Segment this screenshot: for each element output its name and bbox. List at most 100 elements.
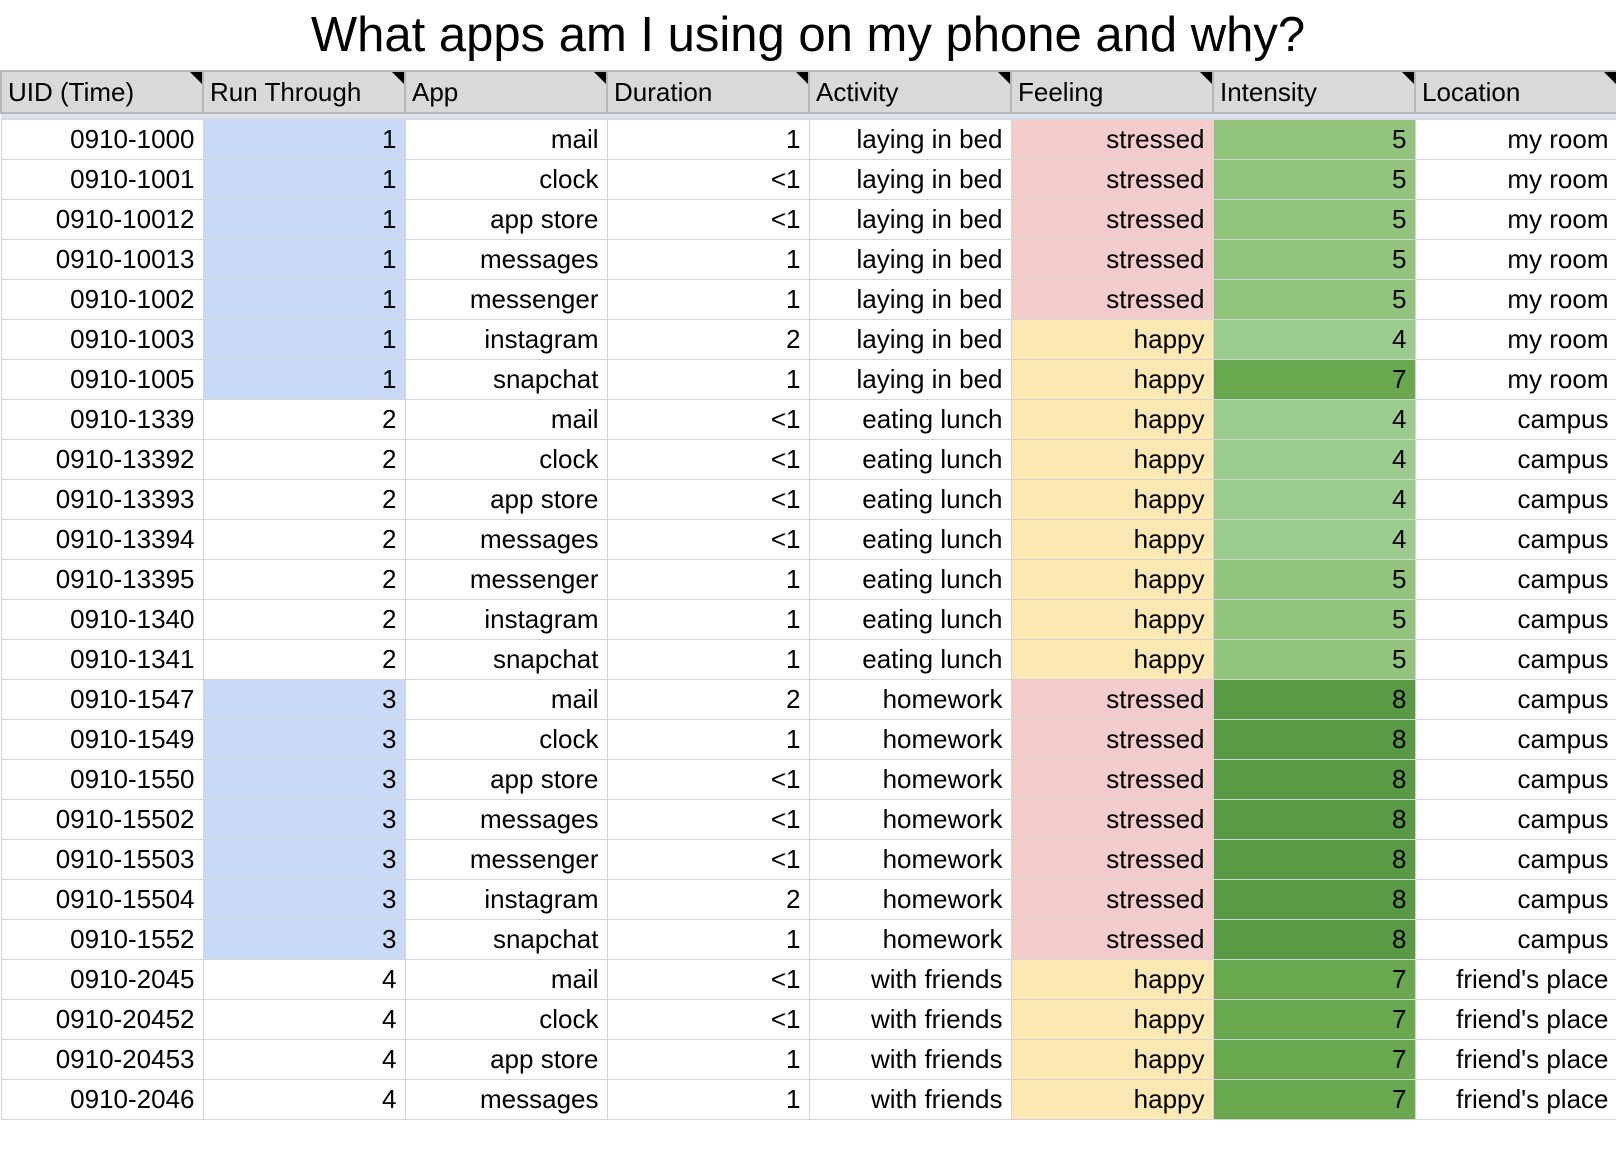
cell-intensity[interactable]: 5 bbox=[1212, 198, 1416, 240]
cell-duration[interactable]: 1 bbox=[606, 718, 810, 760]
cell-duration[interactable]: <1 bbox=[606, 758, 810, 800]
cell-activity[interactable]: eating lunch bbox=[808, 518, 1012, 560]
cell-uid[interactable]: 0910-1003 bbox=[0, 318, 204, 360]
cell-intensity[interactable]: 8 bbox=[1212, 918, 1416, 960]
cell-duration[interactable]: 1 bbox=[606, 118, 810, 160]
cell-run-through[interactable]: 3 bbox=[202, 838, 406, 880]
cell-run-through[interactable]: 3 bbox=[202, 798, 406, 840]
cell-duration[interactable]: 1 bbox=[606, 638, 810, 680]
cell-uid[interactable]: 0910-1000 bbox=[0, 118, 204, 160]
cell-location[interactable]: campus bbox=[1414, 718, 1616, 760]
cell-intensity[interactable]: 5 bbox=[1212, 558, 1416, 600]
cell-activity[interactable]: laying in bed bbox=[808, 318, 1012, 360]
cell-run-through[interactable]: 1 bbox=[202, 158, 406, 200]
cell-activity[interactable]: laying in bed bbox=[808, 158, 1012, 200]
cell-app[interactable]: snapchat bbox=[404, 918, 608, 960]
cell-feeling[interactable]: happy bbox=[1010, 318, 1214, 360]
cell-location[interactable]: friend's place bbox=[1414, 958, 1616, 1000]
cell-run-through[interactable]: 2 bbox=[202, 598, 406, 640]
cell-run-through[interactable]: 1 bbox=[202, 278, 406, 320]
cell-uid[interactable]: 0910-15503 bbox=[0, 838, 204, 880]
cell-activity[interactable]: homework bbox=[808, 758, 1012, 800]
header-run-through[interactable]: Run Through bbox=[202, 70, 406, 114]
cell-feeling[interactable]: stressed bbox=[1010, 878, 1214, 920]
cell-intensity[interactable]: 8 bbox=[1212, 798, 1416, 840]
cell-location[interactable]: friend's place bbox=[1414, 1078, 1616, 1120]
cell-uid[interactable]: 0910-10012 bbox=[0, 198, 204, 240]
cell-activity[interactable]: laying in bed bbox=[808, 358, 1012, 400]
cell-activity[interactable]: homework bbox=[808, 718, 1012, 760]
cell-app[interactable]: messages bbox=[404, 798, 608, 840]
cell-duration[interactable]: <1 bbox=[606, 158, 810, 200]
cell-location[interactable]: my room bbox=[1414, 278, 1616, 320]
cell-feeling[interactable]: happy bbox=[1010, 438, 1214, 480]
cell-run-through[interactable]: 3 bbox=[202, 718, 406, 760]
cell-activity[interactable]: eating lunch bbox=[808, 558, 1012, 600]
cell-intensity[interactable]: 5 bbox=[1212, 278, 1416, 320]
cell-location[interactable]: my room bbox=[1414, 198, 1616, 240]
cell-duration[interactable]: 2 bbox=[606, 878, 810, 920]
cell-duration[interactable]: <1 bbox=[606, 998, 810, 1040]
cell-uid[interactable]: 0910-1549 bbox=[0, 718, 204, 760]
cell-location[interactable]: friend's place bbox=[1414, 1038, 1616, 1080]
cell-intensity[interactable]: 4 bbox=[1212, 438, 1416, 480]
cell-app[interactable]: app store bbox=[404, 1038, 608, 1080]
cell-duration[interactable]: <1 bbox=[606, 398, 810, 440]
cell-location[interactable]: my room bbox=[1414, 358, 1616, 400]
cell-intensity[interactable]: 7 bbox=[1212, 1078, 1416, 1120]
cell-app[interactable]: app store bbox=[404, 758, 608, 800]
cell-duration[interactable]: <1 bbox=[606, 478, 810, 520]
cell-app[interactable]: clock bbox=[404, 718, 608, 760]
cell-run-through[interactable]: 2 bbox=[202, 398, 406, 440]
cell-intensity[interactable]: 5 bbox=[1212, 118, 1416, 160]
cell-activity[interactable]: eating lunch bbox=[808, 638, 1012, 680]
cell-run-through[interactable]: 2 bbox=[202, 638, 406, 680]
cell-location[interactable]: my room bbox=[1414, 158, 1616, 200]
cell-uid[interactable]: 0910-15504 bbox=[0, 878, 204, 920]
cell-run-through[interactable]: 4 bbox=[202, 958, 406, 1000]
cell-app[interactable]: instagram bbox=[404, 598, 608, 640]
cell-run-through[interactable]: 2 bbox=[202, 438, 406, 480]
cell-run-through[interactable]: 4 bbox=[202, 1078, 406, 1120]
cell-uid[interactable]: 0910-20452 bbox=[0, 998, 204, 1040]
cell-location[interactable]: campus bbox=[1414, 478, 1616, 520]
header-activity[interactable]: Activity bbox=[808, 70, 1012, 114]
cell-intensity[interactable]: 5 bbox=[1212, 238, 1416, 280]
cell-feeling[interactable]: stressed bbox=[1010, 278, 1214, 320]
cell-activity[interactable]: with friends bbox=[808, 1038, 1012, 1080]
header-app[interactable]: App bbox=[404, 70, 608, 114]
header-feeling[interactable]: Feeling bbox=[1010, 70, 1214, 114]
cell-activity[interactable]: eating lunch bbox=[808, 478, 1012, 520]
cell-run-through[interactable]: 2 bbox=[202, 518, 406, 560]
cell-intensity[interactable]: 8 bbox=[1212, 878, 1416, 920]
cell-run-through[interactable]: 3 bbox=[202, 918, 406, 960]
cell-app[interactable]: mail bbox=[404, 398, 608, 440]
cell-duration[interactable]: 1 bbox=[606, 1078, 810, 1120]
cell-app[interactable]: messages bbox=[404, 518, 608, 560]
cell-location[interactable]: campus bbox=[1414, 638, 1616, 680]
cell-duration[interactable]: 2 bbox=[606, 318, 810, 360]
cell-uid[interactable]: 0910-13393 bbox=[0, 478, 204, 520]
cell-uid[interactable]: 0910-1339 bbox=[0, 398, 204, 440]
cell-feeling[interactable]: happy bbox=[1010, 358, 1214, 400]
header-intensity[interactable]: Intensity bbox=[1212, 70, 1416, 114]
cell-app[interactable]: messages bbox=[404, 1078, 608, 1120]
cell-activity[interactable]: laying in bed bbox=[808, 118, 1012, 160]
cell-uid[interactable]: 0910-2045 bbox=[0, 958, 204, 1000]
cell-feeling[interactable]: happy bbox=[1010, 398, 1214, 440]
cell-app[interactable]: app store bbox=[404, 198, 608, 240]
cell-location[interactable]: campus bbox=[1414, 798, 1616, 840]
cell-uid[interactable]: 0910-13392 bbox=[0, 438, 204, 480]
cell-intensity[interactable]: 8 bbox=[1212, 678, 1416, 720]
cell-activity[interactable]: with friends bbox=[808, 1078, 1012, 1120]
cell-activity[interactable]: homework bbox=[808, 838, 1012, 880]
cell-feeling[interactable]: stressed bbox=[1010, 678, 1214, 720]
cell-duration[interactable]: 1 bbox=[606, 358, 810, 400]
cell-location[interactable]: campus bbox=[1414, 598, 1616, 640]
cell-duration[interactable]: 1 bbox=[606, 278, 810, 320]
cell-uid[interactable]: 0910-10013 bbox=[0, 238, 204, 280]
cell-duration[interactable]: 1 bbox=[606, 238, 810, 280]
cell-activity[interactable]: homework bbox=[808, 678, 1012, 720]
cell-intensity[interactable]: 7 bbox=[1212, 1038, 1416, 1080]
cell-app[interactable]: instagram bbox=[404, 878, 608, 920]
